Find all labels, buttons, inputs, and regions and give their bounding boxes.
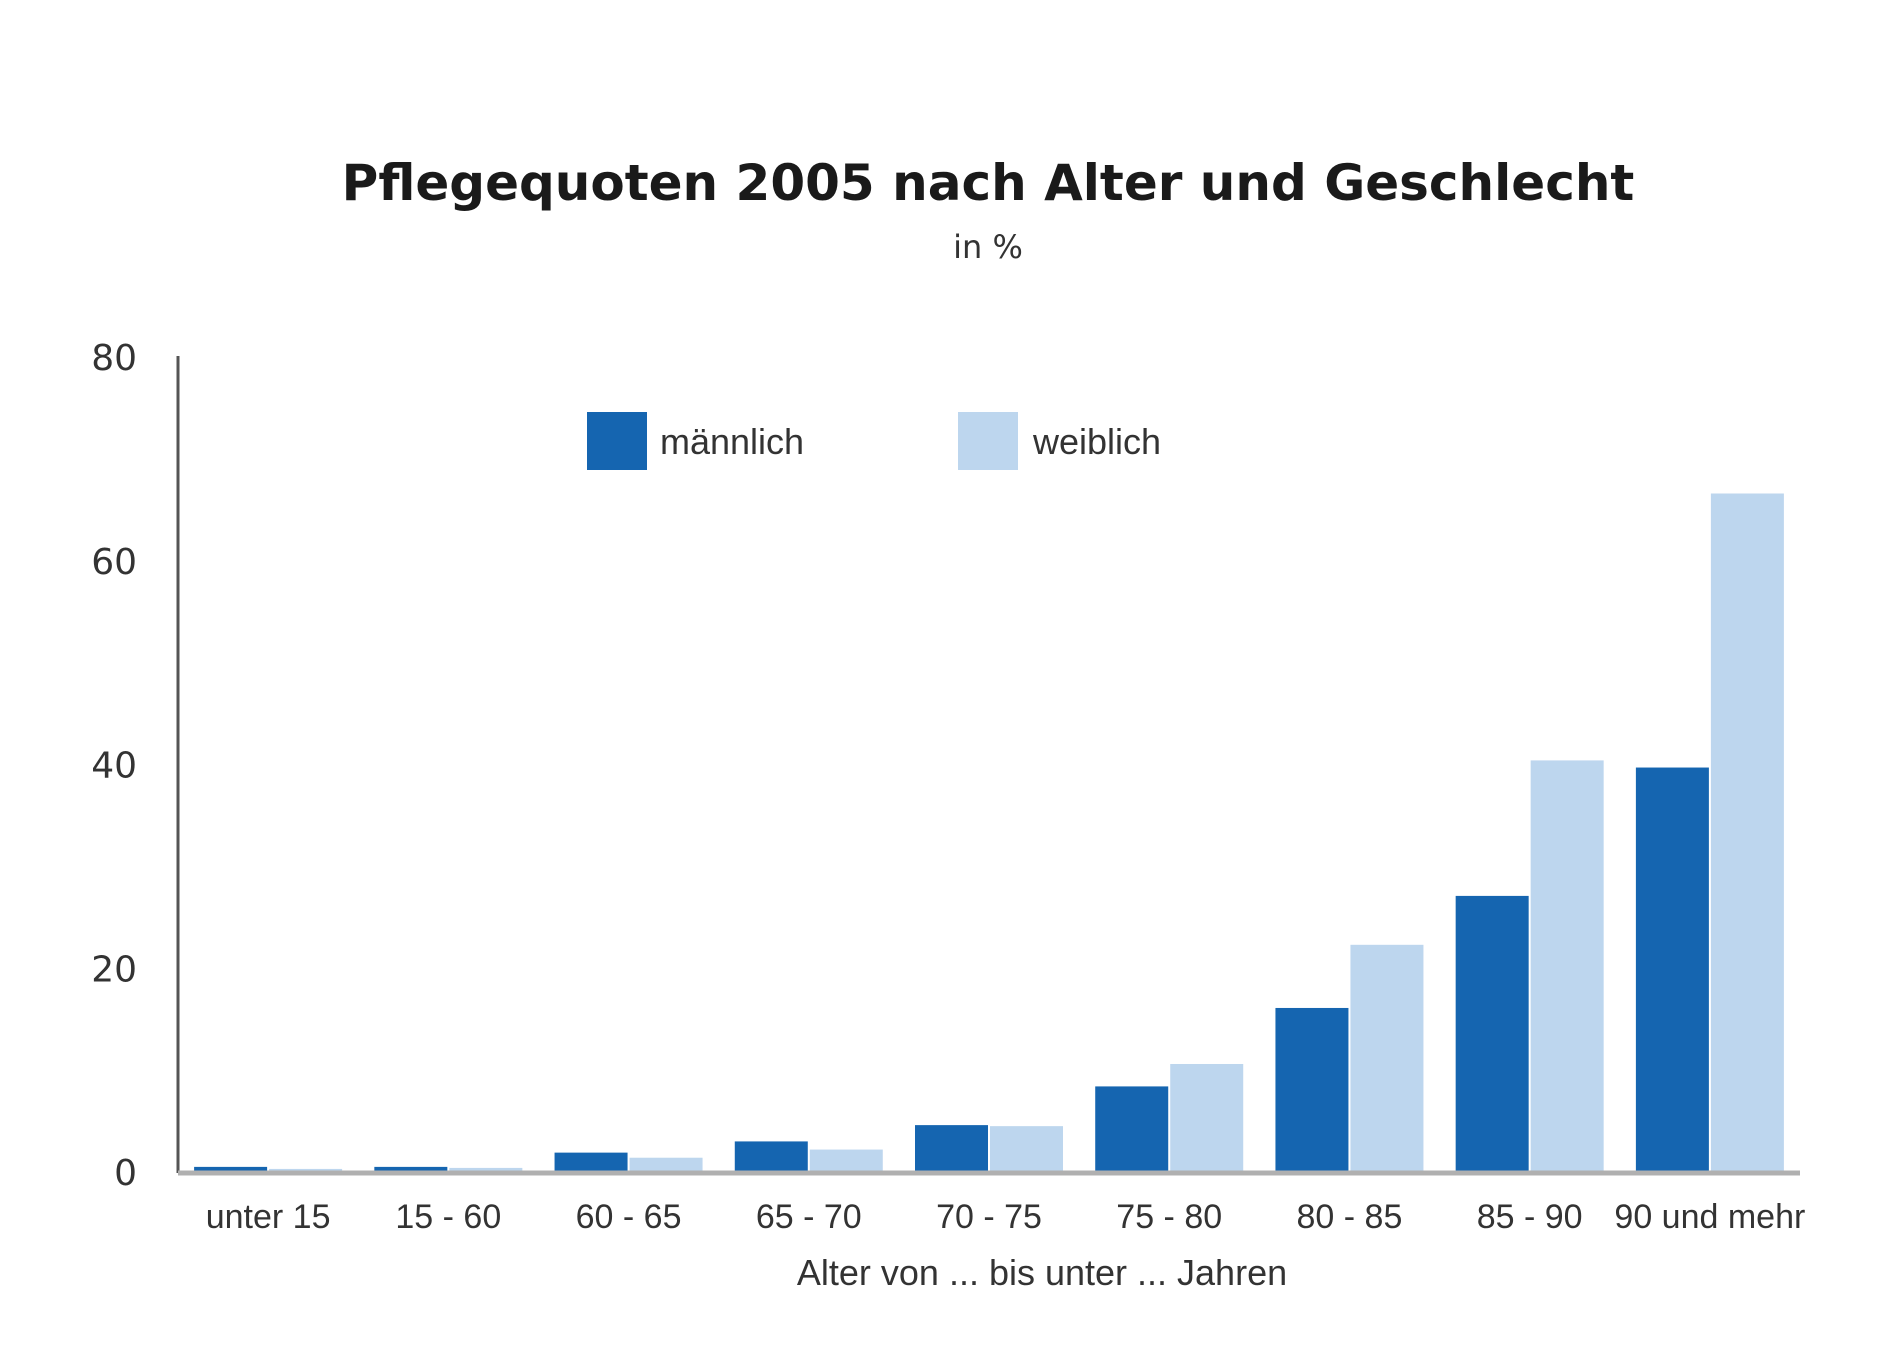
bar-weiblich <box>1710 493 1784 1173</box>
bar-weiblich <box>449 1167 523 1173</box>
bar-weiblich <box>1170 1063 1244 1173</box>
x-tick-label: 70 - 75 <box>936 1198 1042 1236</box>
y-tick-label: 80 <box>91 338 137 379</box>
legend-label-maennlich: männlich <box>660 421 804 462</box>
x-tick-label: 90 und mehr <box>1614 1198 1805 1236</box>
bar-maennlich <box>194 1166 268 1173</box>
x-tick-label: 75 - 80 <box>1116 1198 1222 1236</box>
y-tick-label: 40 <box>91 746 137 787</box>
bar-maennlich <box>1455 895 1529 1173</box>
bar-weiblich <box>1530 760 1604 1173</box>
x-tick-label: 85 - 90 <box>1477 1198 1583 1236</box>
bar-weiblich <box>809 1149 883 1173</box>
legend-label-weiblich: weiblich <box>1032 421 1161 462</box>
y-axis: 0 20 40 60 80 <box>91 338 180 1194</box>
x-axis-title: Alter von ... bis unter ... Jahren <box>797 1252 1287 1293</box>
y-tick-label: 20 <box>91 949 137 990</box>
bar-maennlich <box>374 1166 448 1173</box>
chart-title: Pflegequoten 2005 nach Alter und Geschle… <box>342 154 1635 212</box>
bar-weiblich <box>1350 944 1424 1173</box>
legend: männlich weiblich <box>587 412 1161 470</box>
y-tick-label: 60 <box>91 542 137 583</box>
legend-swatch-maennlich <box>587 412 647 470</box>
bar-maennlich <box>1635 767 1709 1173</box>
x-tick-label: 60 - 65 <box>576 1198 682 1236</box>
x-tick-label: 65 - 70 <box>756 1198 862 1236</box>
bar-maennlich <box>734 1141 808 1173</box>
bar-maennlich <box>1095 1086 1169 1173</box>
chart-subtitle: in % <box>953 228 1023 266</box>
x-tick-label: unter 15 <box>206 1198 331 1236</box>
y-tick-label: 0 <box>114 1153 137 1194</box>
legend-swatch-weiblich <box>958 412 1018 470</box>
x-tick-label: 80 - 85 <box>1297 1198 1403 1236</box>
x-tick-label: 15 - 60 <box>395 1198 501 1236</box>
bar-maennlich <box>915 1125 988 1173</box>
x-axis: unter 15 15 - 60 60 - 65 65 - 70 70 - 75 75 -… <box>178 1170 1805 1236</box>
bars <box>194 493 1784 1173</box>
bar-weiblich <box>990 1126 1063 1173</box>
bar-weiblich <box>629 1157 703 1173</box>
bar-maennlich <box>554 1152 628 1173</box>
bar-maennlich <box>1275 1007 1349 1173</box>
